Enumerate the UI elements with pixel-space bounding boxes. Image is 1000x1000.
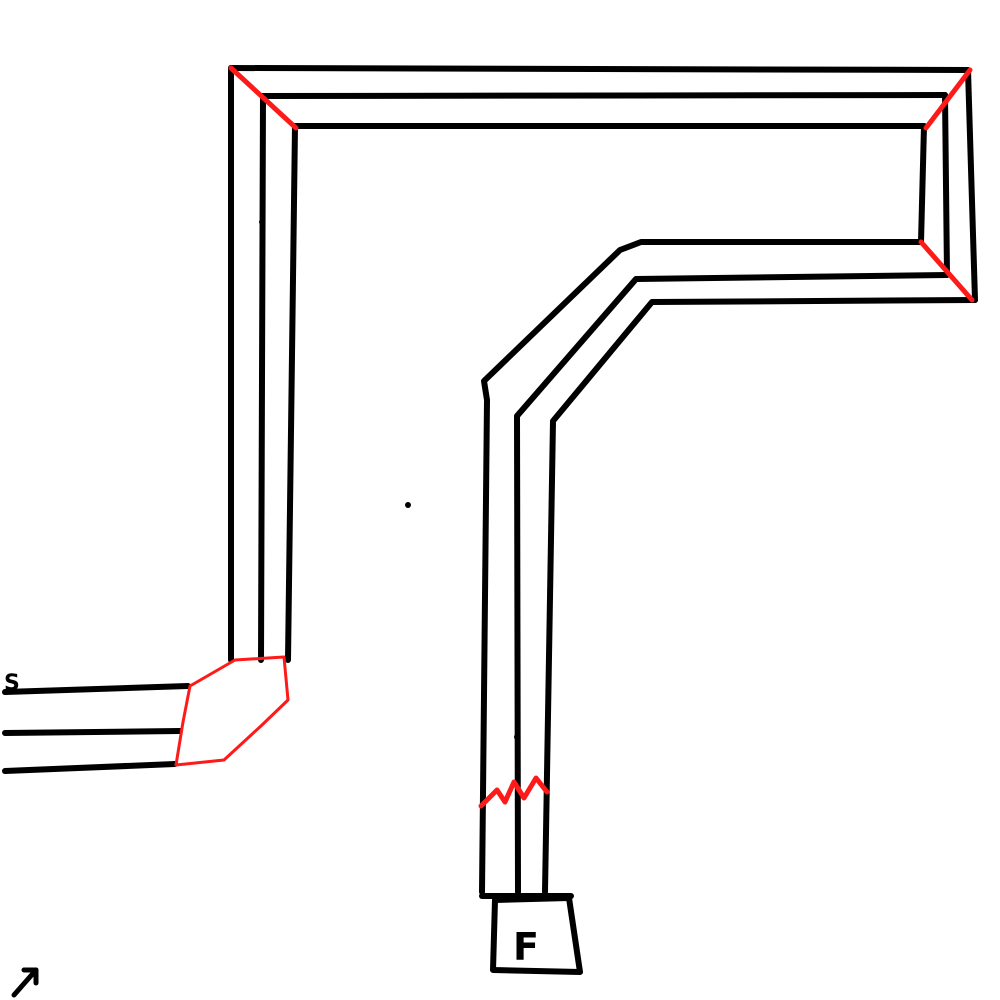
down-leg-tick [514, 734, 520, 740]
stray-dot [405, 502, 411, 508]
bottom-right-corner-mark [918, 239, 975, 303]
return-run-upper-line [479, 239, 924, 895]
top-right-corner-mark [923, 67, 973, 131]
finish-box [479, 893, 583, 975]
top-left-corner-mark [228, 65, 299, 131]
start-label: S [4, 671, 20, 696]
right-drop-inner-line [918, 123, 927, 245]
top-run-middle-line [260, 92, 948, 99]
top-run [228, 65, 971, 129]
break-zigzag-mark [478, 775, 550, 809]
left-riser [228, 65, 298, 663]
red-markers [174, 65, 975, 809]
left-riser-middle-line [258, 93, 266, 663]
return-run-lower-line [542, 297, 978, 895]
return-run [479, 239, 978, 895]
arrow-icon [11, 967, 39, 998]
entry-pipe-middle-line [2, 728, 183, 736]
entry-pipe-bottom-line [2, 761, 178, 774]
top-run-outer-line [228, 65, 971, 73]
entry-pipe-top-line [2, 683, 191, 695]
entry-pipe [2, 683, 191, 774]
return-run-middle-line [514, 272, 950, 895]
elbow-fill-mark [174, 655, 290, 767]
finish-label: F [513, 925, 539, 969]
left-riser-inner-line [285, 123, 298, 663]
left-riser-tick [259, 219, 265, 225]
right-drop-outer-line [965, 67, 978, 303]
finish-box-outline [490, 895, 583, 975]
right-drop-middle-line [942, 92, 950, 278]
right-drop [918, 67, 978, 303]
